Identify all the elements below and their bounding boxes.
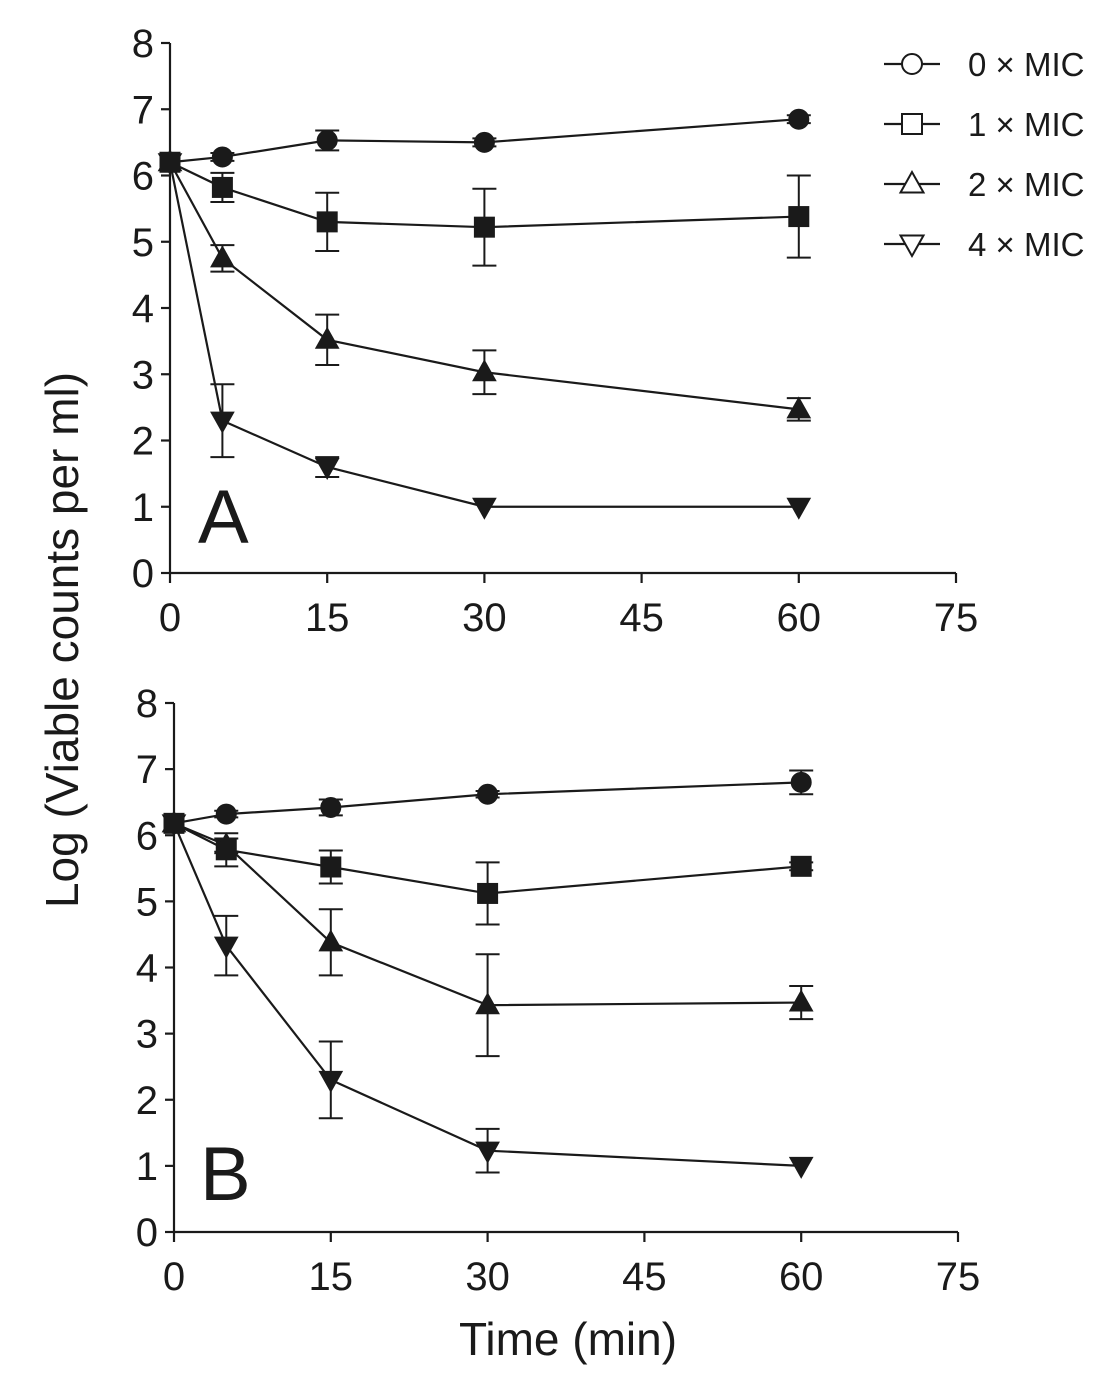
y-tick-label: 7: [136, 748, 158, 792]
data-point: [210, 411, 235, 434]
data-point: [473, 216, 495, 238]
y-tick-label: 0: [132, 552, 154, 596]
x-axis-label: Time (min): [459, 1313, 677, 1365]
legend-label: 4 × MIC: [968, 226, 1084, 263]
legend-marker: [898, 169, 926, 194]
y-tick-label: 6: [136, 814, 158, 858]
x-tick-label: 75: [936, 1255, 981, 1299]
data-point: [316, 129, 338, 151]
legend-marker: [898, 234, 926, 259]
y-tick-label: 6: [132, 155, 154, 199]
panel-label: B: [200, 1132, 251, 1217]
data-point: [790, 771, 812, 793]
data-point: [320, 796, 342, 818]
data-point: [473, 131, 495, 153]
y-tick-label: 2: [136, 1079, 158, 1123]
y-tick-label: 3: [136, 1013, 158, 1057]
y-tick-label: 1: [132, 486, 154, 530]
data-point: [786, 497, 812, 520]
data-point: [477, 783, 499, 805]
y-tick-label: 5: [136, 880, 158, 924]
series-triangle-down: [157, 153, 812, 520]
data-point: [213, 936, 239, 959]
legend-marker: [901, 113, 923, 135]
series-triangle-up: [157, 149, 812, 422]
data-point: [161, 814, 187, 837]
data-point: [477, 882, 499, 904]
data-point: [788, 1156, 814, 1179]
data-point: [786, 396, 812, 419]
data-point: [314, 326, 340, 349]
x-tick-label: 75: [934, 596, 979, 640]
data-point: [210, 245, 235, 268]
legend-marker: [901, 53, 923, 75]
x-tick-label: 0: [159, 596, 181, 640]
legend-entry: 0 × MIC: [884, 46, 1084, 83]
x-tick-label: 45: [619, 596, 664, 640]
data-point: [475, 992, 500, 1015]
data-point: [318, 1070, 344, 1093]
data-point: [788, 108, 810, 130]
series-circle: [159, 108, 811, 173]
data-point: [320, 856, 342, 878]
data-point: [788, 206, 810, 228]
x-tick-label: 0: [163, 1255, 185, 1299]
data-point: [788, 989, 814, 1012]
y-tick-label: 8: [136, 682, 158, 726]
y-tick-label: 8: [132, 22, 154, 66]
legend-label: 2 × MIC: [968, 166, 1084, 203]
x-tick-label: 45: [622, 1255, 667, 1299]
series-square: [163, 812, 814, 926]
x-tick-label: 60: [779, 1255, 824, 1299]
series-triangle-down: [161, 814, 814, 1179]
panel-label: A: [198, 475, 249, 560]
data-point: [314, 458, 340, 481]
series-square: [159, 151, 811, 267]
data-point: [475, 1141, 500, 1164]
data-point: [318, 929, 344, 952]
data-point: [213, 832, 239, 855]
y-tick-label: 3: [132, 353, 154, 397]
data-point: [316, 211, 338, 233]
y-axis-label: Log (Viable counts per ml): [36, 372, 88, 908]
legend-entry: 1 × MIC: [884, 106, 1084, 143]
y-tick-label: 7: [132, 88, 154, 132]
data-point: [215, 803, 237, 825]
y-tick-label: 1: [136, 1145, 158, 1189]
data-point: [157, 153, 183, 176]
data-point: [472, 359, 497, 382]
legend-label: 0 × MIC: [968, 46, 1084, 83]
y-tick-label: 4: [132, 287, 154, 331]
legend-label: 1 × MIC: [968, 106, 1084, 143]
series-circle: [163, 769, 814, 834]
x-tick-label: 15: [309, 1255, 354, 1299]
x-tick-label: 15: [305, 596, 350, 640]
data-point: [211, 176, 233, 198]
data-point: [472, 497, 497, 520]
legend-entry: 2 × MIC: [884, 166, 1084, 203]
legend: 0 × MIC 1 × MIC 2 × MIC 4 × MIC: [884, 46, 1084, 263]
y-tick-label: 0: [136, 1211, 158, 1255]
x-tick-label: 30: [465, 1255, 510, 1299]
y-tick-label: 2: [132, 420, 154, 464]
legend-entry: 4 × MIC: [884, 226, 1084, 263]
data-point: [790, 855, 812, 877]
data-point: [211, 146, 233, 168]
x-tick-label: 30: [462, 596, 507, 640]
y-tick-label: 5: [132, 221, 154, 265]
series-triangle-up: [161, 810, 814, 1058]
x-tick-label: 60: [777, 596, 822, 640]
y-tick-label: 4: [136, 947, 158, 991]
